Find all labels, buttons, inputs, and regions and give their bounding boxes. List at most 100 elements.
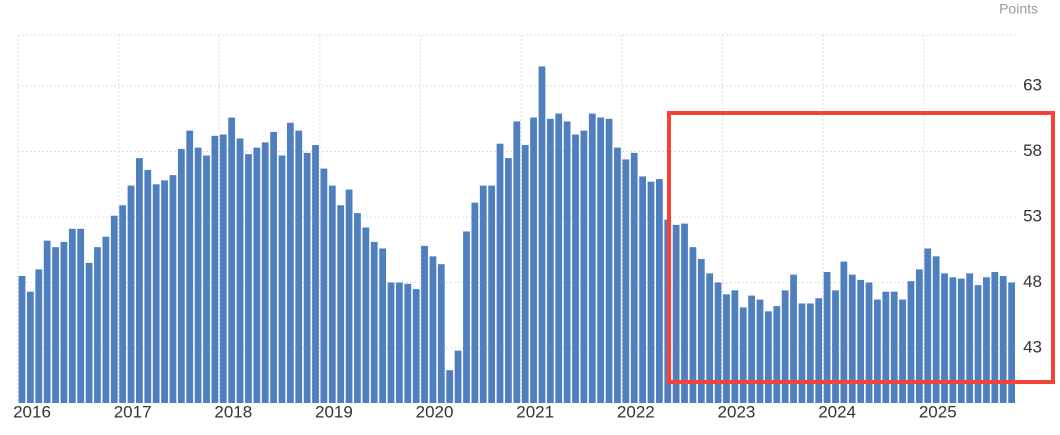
bar <box>261 142 269 404</box>
x-tick-label: 2019 <box>315 402 353 421</box>
bar <box>488 185 496 403</box>
bar <box>907 281 915 403</box>
bar <box>530 117 537 403</box>
bar <box>387 282 395 403</box>
bar <box>874 299 881 403</box>
bar <box>161 180 168 403</box>
bar <box>521 145 529 403</box>
x-tick-label: 2016 <box>13 402 51 421</box>
bar <box>563 121 571 403</box>
bar <box>765 311 772 403</box>
bar <box>999 275 1007 403</box>
y-tick-label: 43 <box>1023 337 1042 356</box>
x-tick-label: 2025 <box>919 402 957 421</box>
bar <box>421 245 428 403</box>
bar <box>966 273 974 403</box>
bar <box>614 147 621 403</box>
bar <box>605 118 613 404</box>
bar <box>706 273 714 403</box>
bar <box>924 248 932 403</box>
x-tick-label: 2023 <box>718 402 756 421</box>
bar <box>127 185 135 403</box>
bar <box>546 118 554 404</box>
bar <box>370 241 378 403</box>
bar <box>848 274 856 403</box>
bar <box>932 256 940 403</box>
bar <box>697 258 705 403</box>
x-tick-label: 2018 <box>214 402 252 421</box>
bar <box>429 256 437 403</box>
bar <box>588 113 596 404</box>
bar <box>739 307 747 403</box>
bar <box>580 130 588 403</box>
x-tick-label: 2021 <box>516 402 554 421</box>
bar <box>52 247 59 403</box>
bar <box>278 155 286 403</box>
bar <box>463 231 470 403</box>
bar <box>840 261 848 403</box>
bar <box>295 130 303 403</box>
bar <box>35 269 43 403</box>
bar <box>303 152 311 403</box>
bar <box>915 269 923 403</box>
x-tick-label: 2024 <box>818 402 856 421</box>
bar <box>471 202 479 403</box>
bar <box>177 148 185 403</box>
bar <box>790 274 797 403</box>
bar <box>94 247 101 403</box>
bar <box>681 223 688 403</box>
bar <box>337 205 345 403</box>
bar <box>622 159 630 403</box>
bar <box>404 283 412 403</box>
bar <box>320 168 328 403</box>
bar <box>286 122 294 403</box>
bar <box>236 138 244 403</box>
bar <box>857 279 865 403</box>
bar <box>974 285 982 403</box>
bar <box>647 181 655 403</box>
bar <box>437 264 445 403</box>
bar <box>219 134 227 403</box>
bar <box>882 291 890 403</box>
bar <box>991 272 999 403</box>
bar <box>672 224 680 403</box>
bar <box>655 179 663 403</box>
bar <box>496 143 504 403</box>
bar <box>597 117 605 403</box>
bar <box>899 299 906 403</box>
bar <box>832 290 839 403</box>
bar <box>865 282 873 403</box>
bar <box>136 158 143 403</box>
bar <box>102 236 110 403</box>
bar <box>144 169 152 403</box>
bar <box>479 185 487 403</box>
bar <box>312 145 319 403</box>
bar <box>203 155 210 403</box>
bar <box>186 130 194 403</box>
bar <box>43 240 51 403</box>
bar <box>815 298 823 403</box>
x-tick-label: 2020 <box>416 402 454 421</box>
bar <box>328 185 336 403</box>
x-tick-label: 2017 <box>114 402 152 421</box>
bar <box>395 282 403 403</box>
bar <box>806 303 814 403</box>
bar <box>60 241 68 403</box>
bar <box>773 306 781 403</box>
bar <box>119 205 127 403</box>
bar <box>194 147 202 403</box>
bar <box>714 282 722 403</box>
bar <box>169 175 177 403</box>
highlight-box <box>667 111 1055 384</box>
bar <box>245 154 252 403</box>
y-tick-label: 58 <box>1023 141 1042 160</box>
bar <box>639 176 646 403</box>
bar <box>823 272 831 403</box>
bar <box>957 278 965 403</box>
bar <box>270 131 277 404</box>
bar <box>630 152 638 403</box>
bar <box>446 370 454 403</box>
bar <box>798 303 806 403</box>
bar <box>379 248 387 403</box>
